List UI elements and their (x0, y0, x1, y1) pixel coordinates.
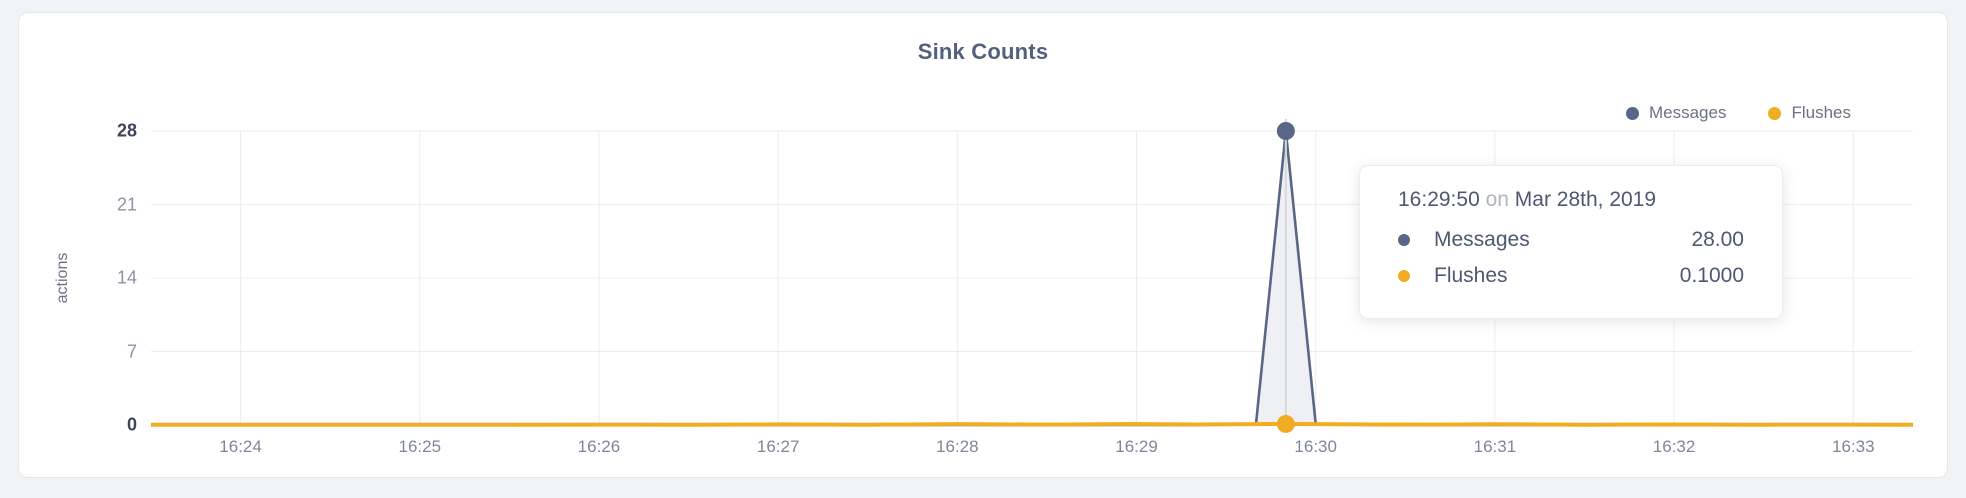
x-tick-label: 16:26 (577, 437, 621, 456)
tooltip-value-flushes: 0.1000 (1679, 264, 1744, 287)
x-tick-label: 16:27 (756, 437, 800, 456)
y-tick-label: 7 (126, 341, 137, 361)
series-layer (151, 131, 1913, 425)
y-axis-ticks: 0 7 14 21 28 (19, 121, 151, 435)
y-tick-label: 14 (116, 267, 137, 288)
legend-item-messages[interactable]: Messages (1625, 103, 1727, 123)
tooltip-connector: on (1479, 188, 1515, 211)
x-tick-label: 16:25 (398, 437, 442, 456)
tooltip-label-flushes: Flushes (1434, 264, 1508, 287)
chart-tooltip: 16:29:50 on Mar 28th, 2019 Messages 28.0… (1359, 165, 1783, 319)
highlight-markers (1276, 122, 1295, 433)
series-dot-icon (1398, 234, 1410, 246)
series-dot-icon (1398, 270, 1410, 282)
tooltip-row-flushes: Flushes 0.1000 (1398, 258, 1744, 294)
y-tick-label: 21 (116, 194, 137, 214)
legend-label-flushes: Flushes (1791, 103, 1851, 122)
x-tick-label: 16:31 (1473, 437, 1517, 456)
tooltip-timestamp: 16:29:50 on Mar 28th, 2019 (1398, 188, 1744, 212)
x-tick-label: 16:32 (1652, 437, 1696, 456)
x-tick-label: 16:33 (1831, 437, 1875, 456)
x-tick-label: 16:29 (1115, 437, 1158, 456)
legend-label-messages: Messages (1648, 103, 1727, 122)
tooltip-label-messages: Messages (1434, 228, 1530, 251)
page-title: Sink Counts (917, 39, 1049, 64)
tooltip-time: 16:29:50 (1398, 188, 1480, 211)
tooltip-row-messages: Messages 28.00 (1398, 222, 1744, 258)
series-dot-icon (1625, 106, 1639, 120)
x-tick-label: 16:24 (219, 437, 262, 456)
tooltip-date: Mar 28th, 2019 (1514, 188, 1657, 211)
y-tick-label: 28 (116, 120, 137, 141)
tooltip-value-messages: 28.00 (1691, 228, 1744, 251)
chart-legend: Messages Flushes (1625, 103, 1851, 123)
y-tick-label: 0 (126, 414, 137, 435)
x-tick-label: 16:28 (936, 437, 979, 456)
legend-item-flushes[interactable]: Flushes (1768, 103, 1851, 123)
series-dot-icon (1768, 106, 1782, 120)
x-axis-ticks: 16:24 16:25 16:26 16:27 16:28 16:29 16:30 16:31… (151, 437, 1913, 467)
x-tick-label: 16:30 (1294, 437, 1337, 456)
